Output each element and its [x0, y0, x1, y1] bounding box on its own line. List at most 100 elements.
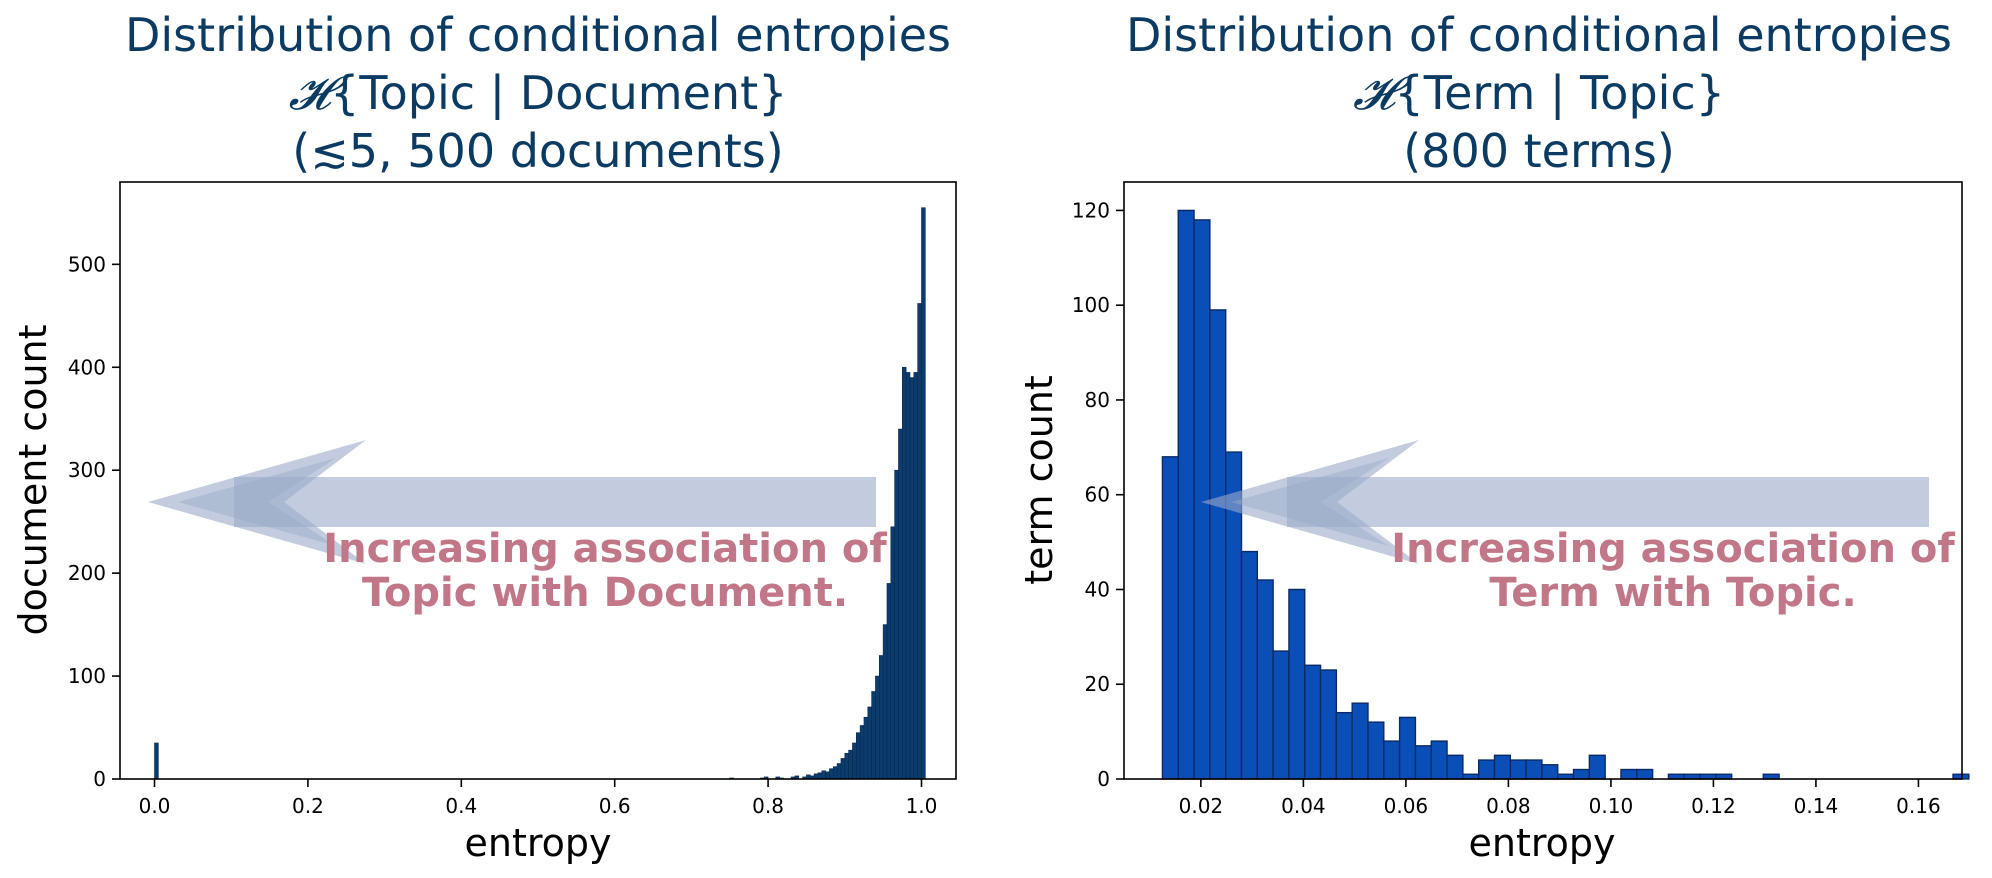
right-chart: Increasing association of Term with Topi… [1017, 181, 1970, 865]
right-bar [1446, 754, 1464, 780]
right-bar [1335, 711, 1353, 780]
right-x-tick-label: 0.14 [1794, 794, 1839, 818]
right-plot-frame [1123, 181, 1963, 780]
left-chart: Increasing association of Topic with Doc… [11, 181, 957, 865]
right-direction-arrow [1201, 440, 1929, 564]
right-y-axis-label: term count [1017, 375, 1061, 585]
right-bar [1493, 754, 1512, 780]
left-bar [875, 675, 880, 780]
left-x-tick-label: 0.2 [292, 794, 324, 818]
right-annotation-line1: Increasing association of [1391, 526, 1955, 572]
left-direction-arrow [148, 440, 876, 564]
left-bar [821, 770, 826, 780]
right-annotation-line2: Term with Topic. [1489, 570, 1856, 616]
right-bar [1636, 768, 1654, 780]
right-bar [1351, 702, 1369, 780]
right-y-tick-label: 20 [1085, 672, 1110, 696]
right-title-line3: (800 terms) [1403, 124, 1675, 178]
left-title-condition: {Topic | Document} [330, 66, 788, 120]
left-bar [886, 583, 892, 780]
right-x-tick-label: 0.06 [1384, 794, 1429, 818]
left-y-tick-label: 400 [68, 355, 106, 379]
right-y-tick-label: 100 [1072, 293, 1110, 317]
right-y-tick-label: 120 [1072, 198, 1110, 222]
right-x-tick-label: 0.08 [1486, 794, 1531, 818]
left-chart-title: Distribution of conditional entropies 𝓗{… [70, 6, 1006, 180]
left-x-axis-ticks: 0.0 0.2 0.4 0.6 0.8 1.0 [139, 779, 937, 818]
right-bar [1620, 768, 1638, 780]
left-bar [909, 377, 915, 780]
right-y-axis-ticks: 0 20 40 60 80 100 120 [1072, 198, 1124, 791]
right-bar [1288, 588, 1306, 780]
right-bar [1367, 721, 1385, 780]
right-bar [1319, 669, 1338, 780]
left-y-tick-label: 300 [68, 458, 106, 482]
left-bar [829, 768, 834, 780]
right-y-tick-label: 40 [1085, 577, 1110, 601]
left-bar [848, 749, 853, 780]
right-title-condition: {Term | Topic} [1394, 66, 1725, 120]
left-title-line2: 𝓗{Topic | Document} [70, 64, 1006, 122]
right-bar [1304, 664, 1322, 780]
left-bar [844, 752, 849, 780]
left-bar [855, 732, 861, 780]
left-bar [898, 428, 903, 780]
right-bar [1509, 759, 1527, 780]
left-x-tick-label: 0.0 [139, 794, 171, 818]
left-bar [882, 624, 888, 780]
left-x-tick-label: 0.8 [752, 794, 784, 818]
right-x-axis-label: entropy [1468, 821, 1615, 865]
left-title-symbol: 𝓗 [288, 66, 331, 120]
right-arrow-shaft [1287, 477, 1929, 527]
left-bar [825, 771, 830, 780]
right-title-symbol: 𝓗 [1353, 66, 1395, 120]
right-bar [1240, 550, 1259, 780]
right-y-tick-label: 80 [1085, 388, 1110, 412]
left-bar [840, 758, 846, 780]
right-chart-title: Distribution of conditional entropies 𝓗{… [1085, 6, 1992, 180]
left-bar [852, 742, 857, 780]
left-bar [879, 655, 884, 780]
right-y-tick-label: 0 [1097, 767, 1110, 791]
left-arrow-head [148, 440, 366, 564]
right-bar [1588, 754, 1606, 780]
left-annotation-line1: Increasing association of [323, 526, 887, 572]
left-x-tick-label: 0.4 [445, 794, 477, 818]
right-x-tick-label: 0.04 [1281, 794, 1326, 818]
right-histogram-bars [1161, 209, 1970, 780]
right-bar [1398, 716, 1417, 780]
left-bar [894, 469, 899, 780]
left-bar [871, 691, 876, 780]
right-x-axis-ticks: 0.02 0.04 0.06 0.08 0.10 0.12 0.14 0.16 [1179, 779, 1941, 818]
left-annotation-line2: Topic with Document. [362, 570, 848, 616]
right-arrow-head-inner [1231, 458, 1389, 546]
right-bar [1430, 740, 1448, 780]
left-bar [890, 526, 895, 780]
left-histogram-bars [154, 207, 926, 780]
right-bar [1193, 219, 1211, 780]
right-bar [1161, 456, 1179, 780]
right-title-line1: Distribution of conditional entropies [1125, 8, 1952, 62]
right-arrow-head [1201, 440, 1419, 564]
left-arrow-head-inner [178, 458, 336, 546]
right-bar [1414, 745, 1432, 780]
left-y-axis-ticks: 0 100 200 300 400 500 [68, 252, 120, 791]
left-y-axis-label: document count [11, 324, 55, 635]
right-bar [1272, 650, 1290, 780]
right-x-tick-label: 0.16 [1896, 794, 1941, 818]
left-y-tick-label: 200 [68, 561, 106, 585]
right-bar [1209, 309, 1227, 780]
left-bar [913, 372, 918, 780]
left-y-tick-label: 500 [68, 252, 106, 276]
right-x-tick-label: 0.12 [1691, 794, 1736, 818]
left-plot-frame [119, 181, 957, 780]
right-bar [1177, 209, 1195, 780]
left-bar [817, 772, 823, 780]
left-bar [859, 725, 865, 780]
left-x-axis-label: entropy [464, 821, 611, 865]
left-bar [867, 706, 872, 780]
left-bar [917, 303, 922, 780]
left-title-line1: Distribution of conditional entropies [124, 8, 951, 62]
